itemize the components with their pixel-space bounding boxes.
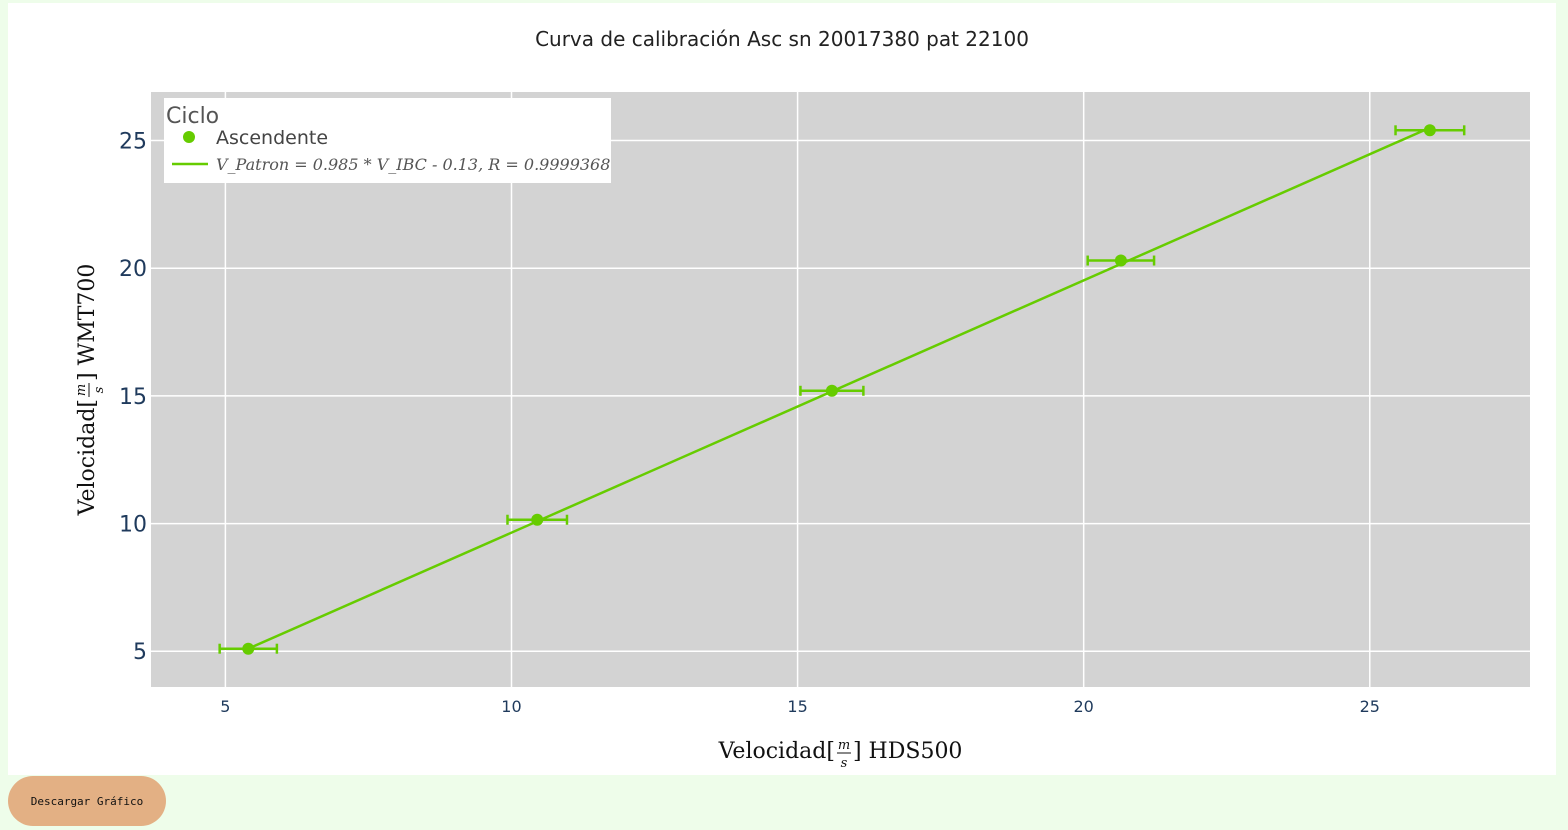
data-point-2: [825, 384, 838, 397]
y-tick-label-1: 10: [119, 513, 147, 538]
y-axis-label-prefix: Velocidad[: [75, 399, 100, 516]
x-axis-label: Velocidad[ms ] HDS500: [718, 738, 963, 771]
fit-line: [247, 126, 1431, 650]
x-tick-label-1: 10: [501, 697, 521, 716]
y-axis-label-numerator: m: [74, 384, 89, 396]
x-tick-label-4: 25: [1360, 697, 1380, 716]
y-axis-label-denominator: s: [92, 386, 107, 393]
y-axis-label: Velocidad[ m s ] WMT700: [74, 264, 107, 517]
x-axis-label-denominator: s: [841, 756, 848, 771]
y-axis-label-suffix: ] WMT700: [75, 264, 100, 381]
y-tick-label-4: 25: [119, 130, 147, 155]
x-axis-label-suffix: ] HDS500: [853, 739, 962, 764]
x-tick-label-0: 5: [220, 697, 230, 716]
legend-title: Ciclo: [166, 104, 219, 129]
x-tick-label-2: 15: [787, 697, 807, 716]
data-point-1: [531, 513, 544, 526]
plot-background: [151, 92, 1530, 687]
x-axis-label-numerator: m: [838, 738, 850, 753]
x-axis-label-prefix: Velocidad[: [718, 739, 835, 764]
legend-entry-ascendente: Ascendente: [216, 127, 328, 149]
chart-title: Curva de calibración Asc sn 20017380 pat…: [535, 27, 1029, 51]
x-tick-label-3: 20: [1074, 697, 1094, 716]
chart-card: Curva de calibración Asc sn 20017380 pat…: [8, 3, 1556, 775]
y-tick-label-0: 5: [133, 640, 147, 665]
data-point-4: [1423, 124, 1436, 137]
plot-area: [151, 92, 1530, 687]
y-tick-label-3: 20: [119, 257, 147, 282]
data-point-0: [242, 642, 255, 655]
legend-marker-icon: [183, 131, 195, 143]
legend-entry-fit: V_Patron = 0.985 * V_IBC - 0.13, R = 0.9…: [216, 155, 610, 174]
legend-box: [164, 98, 611, 183]
data-point-3: [1114, 254, 1127, 267]
y-tick-label-2: 15: [119, 385, 147, 410]
download-chart-button[interactable]: Descargar Gráfico: [8, 776, 166, 826]
calibration-chart: Curva de calibración Asc sn 20017380 pat…: [74, 27, 1530, 771]
